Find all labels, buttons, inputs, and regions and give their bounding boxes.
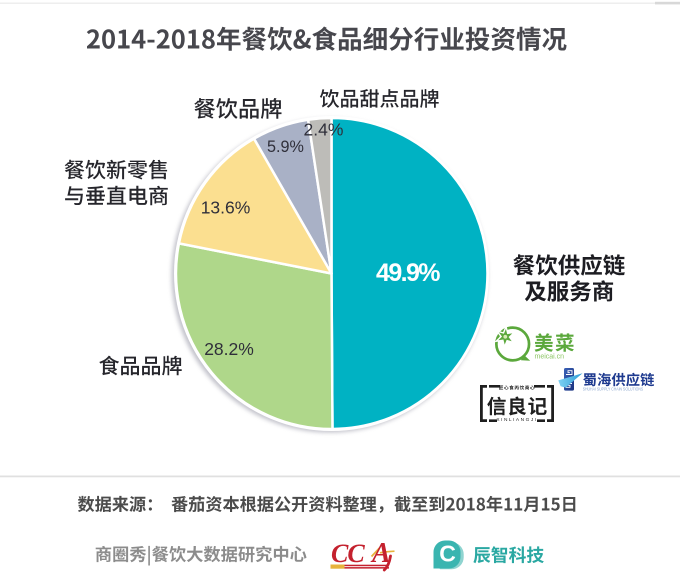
svg-text:C: C: [439, 541, 456, 567]
svg-text:5.9%: 5.9%: [267, 138, 304, 156]
svg-text:49.9%: 49.9%: [376, 259, 440, 287]
svg-text:28.2%: 28.2%: [204, 339, 254, 359]
svg-text:meicai.cn: meicai.cn: [535, 354, 565, 361]
svg-text:13.6%: 13.6%: [201, 198, 251, 218]
svg-text:SHUHAI SUPPLY CHAIN SOLUTIONS: SHUHAI SUPPLY CHAIN SOLUTIONS: [583, 386, 644, 391]
svg-text:2.4%: 2.4%: [304, 120, 344, 140]
svg-text:CC: CC: [331, 539, 365, 568]
svg-text:A: A: [370, 538, 391, 569]
svg-text:·XINLIANGJI·: ·XINLIANGJI·: [493, 417, 540, 423]
